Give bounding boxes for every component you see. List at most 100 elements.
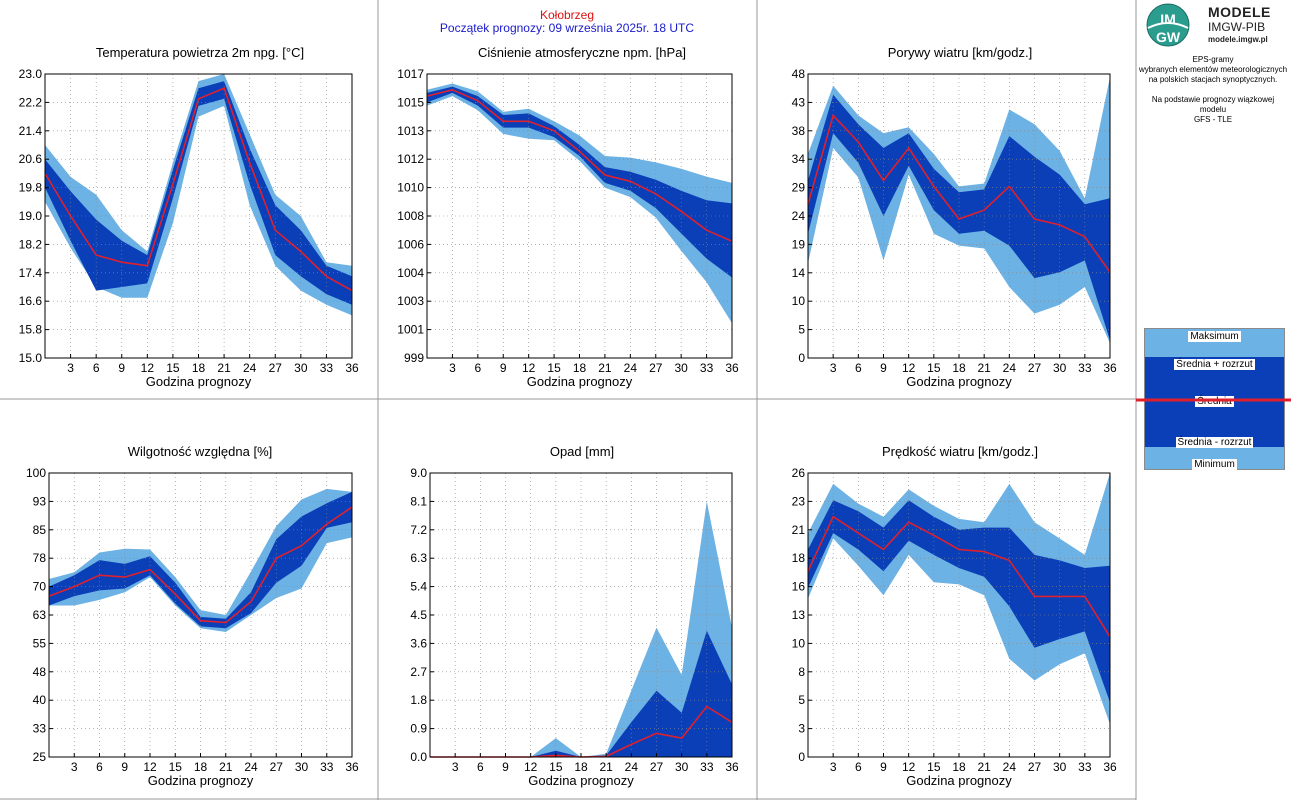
- x-tick-label: 18: [573, 361, 587, 375]
- station-name: Kołobrzeg: [540, 8, 594, 22]
- y-tick-label: 1.8: [410, 693, 427, 707]
- y-tick-label: 5: [798, 693, 805, 707]
- x-tick-label: 21: [977, 760, 991, 774]
- x-tick-label: 18: [574, 760, 588, 774]
- imgw-logo: IM GW MODELE IMGW-PIB modele.imgw.pl: [1140, 2, 1288, 50]
- band-spread: [45, 81, 352, 305]
- x-tick-label: 27: [649, 361, 663, 375]
- x-tick-label: 27: [1028, 361, 1042, 375]
- y-tick-label: 48: [792, 67, 806, 81]
- x-tick-label: 27: [1028, 760, 1042, 774]
- legend-label-max: Maksimum: [1188, 331, 1241, 342]
- x-tick-label: 27: [650, 760, 664, 774]
- x-tick-label: 15: [547, 361, 561, 375]
- y-tick-label: 25: [33, 750, 47, 764]
- y-tick-label: 14: [792, 266, 806, 280]
- x-tick-label: 36: [345, 361, 359, 375]
- x-tick-label: 9: [880, 361, 887, 375]
- x-tick-label: 21: [217, 361, 231, 375]
- x-tick-label: 15: [927, 361, 941, 375]
- y-tick-label: 10: [792, 294, 806, 308]
- x-tick-label: 12: [902, 760, 916, 774]
- series-mean-line: [807, 515, 1111, 638]
- y-tick-label: 0.9: [410, 722, 427, 736]
- y-tick-label: 70: [33, 580, 47, 594]
- y-tick-label: 8: [798, 665, 805, 679]
- y-tick-label: 21: [792, 523, 806, 537]
- y-tick-label: 1003: [397, 294, 424, 308]
- x-tick-label: 12: [141, 361, 155, 375]
- legend: Maksimum Średnia + rozrzut Średnia Średn…: [1144, 328, 1285, 470]
- y-tick-label: 1017: [397, 67, 424, 81]
- x-tick-label: 36: [1103, 361, 1117, 375]
- chart-title: Porywy wiatru [km/godz.]: [888, 45, 1033, 60]
- y-tick-label: 23: [792, 494, 806, 508]
- y-tick-label: 16: [792, 580, 806, 594]
- y-tick-label: 24: [792, 209, 806, 223]
- logo-subtitle: IMGW-PIB: [1208, 20, 1266, 34]
- band-min-max: [49, 488, 352, 632]
- y-tick-label: 19: [792, 237, 806, 251]
- x-tick-label: 15: [549, 760, 563, 774]
- x-tick-label: 21: [598, 361, 612, 375]
- y-tick-label: 5: [798, 323, 805, 337]
- y-tick-label: 63: [33, 608, 47, 622]
- y-tick-label: 3.6: [410, 636, 427, 650]
- y-tick-label: 29: [792, 181, 806, 195]
- x-tick-label: 24: [1003, 361, 1017, 375]
- band-spread: [808, 500, 1110, 703]
- x-axis-label: Godzina prognozy: [527, 374, 633, 389]
- series-mean-line: [44, 87, 353, 292]
- y-tick-label: 0: [798, 351, 805, 365]
- y-tick-label: 6.3: [410, 551, 427, 565]
- y-tick-label: 18.2: [19, 237, 43, 251]
- x-tick-label: 24: [624, 361, 638, 375]
- imgw-logo-mark: IM GW: [1146, 3, 1190, 47]
- chart-panel-1: 15.0 15.8 16.6 17.4 18.2 19.0 19.8 20.6 21.4 22.2…: [19, 45, 359, 389]
- y-tick-label: 1010: [397, 181, 424, 195]
- x-tick-label: 30: [675, 760, 689, 774]
- x-tick-label: 24: [1003, 760, 1017, 774]
- x-tick-label: 6: [855, 760, 862, 774]
- x-tick-label: 33: [1078, 361, 1092, 375]
- y-tick-label: 48: [33, 665, 47, 679]
- x-tick-label: 33: [700, 760, 714, 774]
- chart-title: Ciśnienie atmosferyczne npm. [hPa]: [478, 45, 686, 60]
- y-tick-label: 4.5: [410, 608, 427, 622]
- x-axis-label: Godzina prognozy: [906, 374, 1012, 389]
- y-tick-label: 9.0: [410, 466, 427, 480]
- x-tick-label: 36: [1103, 760, 1117, 774]
- x-tick-label: 36: [725, 760, 739, 774]
- x-tick-label: 24: [243, 361, 257, 375]
- logo-url[interactable]: modele.imgw.pl: [1208, 35, 1268, 44]
- x-tick-label: 15: [169, 760, 183, 774]
- y-tick-label: 1013: [397, 124, 424, 138]
- x-tick-label: 15: [927, 760, 941, 774]
- x-tick-label: 9: [118, 361, 125, 375]
- x-tick-label: 33: [320, 361, 334, 375]
- x-tick-label: 6: [477, 760, 484, 774]
- chart-title: Prędkość wiatru [km/godz.]: [882, 444, 1038, 459]
- x-tick-label: 12: [524, 760, 538, 774]
- y-tick-label: 15.8: [19, 323, 43, 337]
- x-tick-label: 12: [522, 361, 536, 375]
- y-tick-label: 1012: [397, 152, 424, 166]
- y-tick-label: 2.7: [410, 665, 427, 679]
- band-spread: [808, 94, 1110, 341]
- x-tick-label: 3: [452, 760, 459, 774]
- x-tick-label: 6: [474, 361, 481, 375]
- y-tick-label: 21.4: [19, 124, 43, 138]
- y-tick-label: 34: [792, 152, 806, 166]
- x-tick-label: 27: [270, 760, 284, 774]
- legend-label-min: Minimum: [1192, 459, 1237, 470]
- x-tick-label: 30: [1053, 760, 1067, 774]
- logo-mark-top: IM: [1160, 11, 1176, 27]
- y-tick-label: 1001: [397, 323, 424, 337]
- side-line: GFS - TLE: [1193, 115, 1233, 124]
- x-tick-label: 6: [93, 361, 100, 375]
- x-tick-label: 18: [952, 760, 966, 774]
- legend-label-minus: Średnia - rozrzut: [1175, 437, 1254, 448]
